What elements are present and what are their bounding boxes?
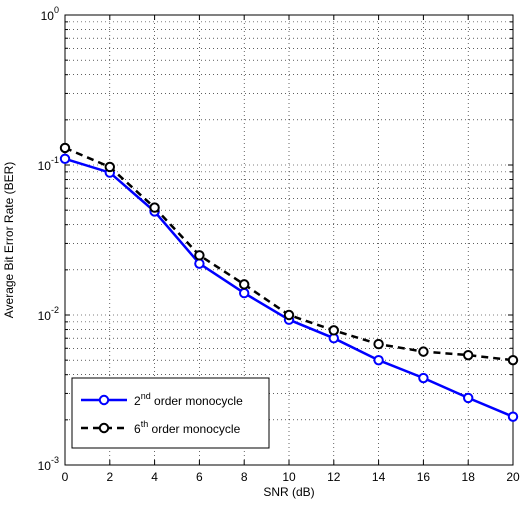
series-layer: [59, 142, 519, 422]
data-point: [418, 346, 429, 357]
data-point: [373, 354, 384, 366]
x-tick-label: 0: [62, 470, 69, 484]
y-tick-labels: 10-3 10-2 10-1 100: [38, 5, 59, 473]
data-point: [239, 287, 250, 299]
data-point: [507, 354, 519, 366]
y-axis-label: Average Bit Error Rate (BER): [2, 162, 16, 319]
data-point: [239, 279, 250, 290]
data-point: [463, 349, 474, 361]
x-tick-label: 18: [462, 470, 476, 484]
data-point: [463, 392, 474, 404]
x-tick-label: 14: [372, 470, 386, 484]
legend-label: 6th order monocycle: [134, 419, 241, 436]
data-point: [194, 250, 205, 261]
data-point: [149, 202, 160, 213]
x-tick-label: 10: [282, 470, 296, 484]
y-tick-label: 10-1: [38, 155, 59, 173]
legend-entries: 2nd order monocycle 6th order monocycle: [81, 391, 243, 436]
data-point: [104, 161, 116, 173]
x-tick-label: 2: [106, 470, 113, 484]
series-2: [59, 142, 519, 366]
data-point: [59, 153, 71, 164]
plot-frame: [64, 14, 514, 466]
x-tick-label: 12: [327, 470, 341, 484]
legend: 2nd order monocycle 6th order monocycle: [71, 377, 270, 449]
legend-entry: 2nd order monocycle: [81, 391, 243, 408]
x-tick-labels: 0 2 4 6 8 10 12 14 16 18 20: [62, 470, 520, 484]
data-point: [194, 258, 205, 269]
data-point: [283, 309, 295, 321]
data-point: [328, 325, 339, 336]
legend-label: 2nd order monocycle: [134, 391, 243, 408]
x-tick-label: 8: [241, 470, 248, 484]
data-point: [507, 411, 519, 422]
legend-marker: [98, 422, 110, 434]
data-point: [59, 142, 71, 154]
data-point: [373, 338, 384, 350]
grid: [65, 15, 513, 465]
y-tick-label: 10-3: [38, 455, 59, 473]
legend-marker: [98, 394, 110, 406]
x-tick-label: 16: [417, 470, 431, 484]
x-tick-label: 4: [151, 470, 158, 484]
x-tick-label: 6: [196, 470, 203, 484]
legend-box: [71, 377, 270, 449]
x-tick-label: 20: [506, 470, 520, 484]
y-tick-label: 10-2: [38, 305, 59, 323]
y-tick-label: 100: [41, 5, 59, 23]
legend-entry: 6th order monocycle: [81, 419, 241, 436]
data-point: [418, 372, 429, 384]
x-axis-label: SNR (dB): [263, 485, 314, 499]
